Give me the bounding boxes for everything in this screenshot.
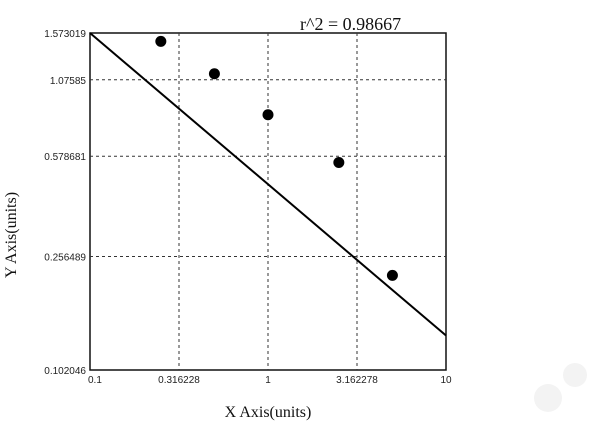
- grid-x: [178, 33, 358, 370]
- data-point: [333, 156, 345, 168]
- y-tick-label: 0.256489: [44, 252, 86, 263]
- r-squared-annotation: r^2 = 0.98667: [300, 14, 401, 34]
- x-tick-label: 1: [265, 375, 271, 386]
- x-tick-label: 0.1: [88, 375, 102, 386]
- data-point: [262, 109, 274, 121]
- grid-y: [90, 79, 446, 257]
- x-tick-labels: 0.1 0.316228 1 3.162278 10: [88, 375, 452, 386]
- x-tick-label: 3.162278: [336, 375, 378, 386]
- y-tick-label: 1.07585: [50, 76, 87, 87]
- x-tick-label: 10: [440, 375, 452, 386]
- y-tick-label: 0.102046: [44, 366, 86, 377]
- y-tick-labels: 0.102046 0.256489 0.578681 1.07585 1.573019: [44, 29, 86, 377]
- regression-line: [89, 32, 447, 337]
- y-axis-title: Y Axis(units): [3, 192, 20, 278]
- data-points: [155, 35, 398, 281]
- data-point: [208, 68, 220, 80]
- y-tick-label: 0.578681: [44, 152, 86, 163]
- watermark-logo: [534, 363, 587, 412]
- y-tick-label: 1.573019: [44, 29, 86, 40]
- x-tick-label: 0.316228: [158, 375, 200, 386]
- x-axis-title: X Axis(units): [225, 404, 312, 421]
- data-point: [155, 35, 167, 47]
- data-point: [386, 269, 398, 281]
